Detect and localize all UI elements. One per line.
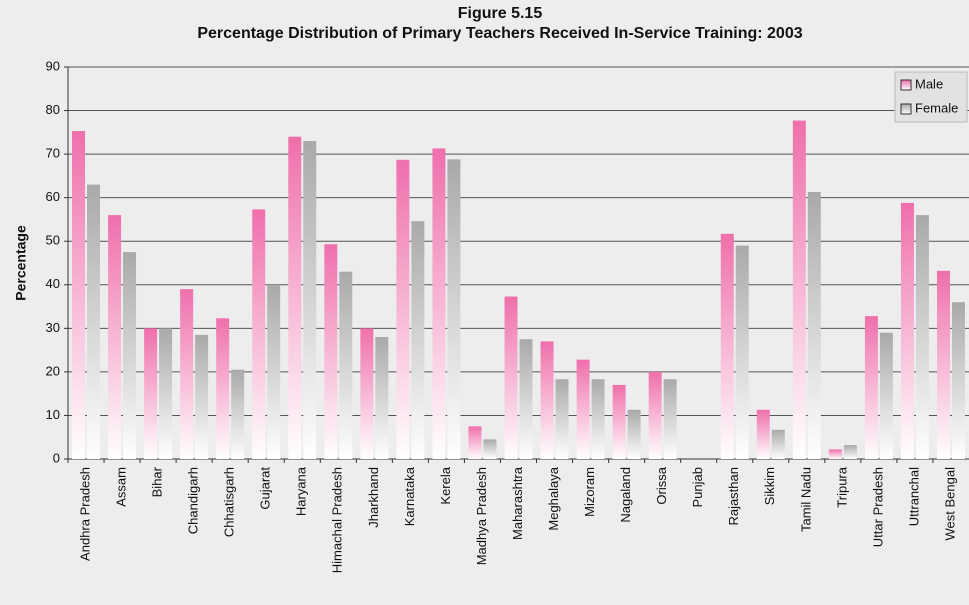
bar bbox=[180, 289, 194, 459]
bar bbox=[735, 245, 749, 459]
x-tick-label: Uttar Pradesh bbox=[870, 467, 885, 547]
bar bbox=[627, 409, 641, 459]
x-tick-label: Tamil Nadu bbox=[798, 467, 813, 532]
bar bbox=[591, 379, 605, 459]
bar bbox=[828, 449, 842, 459]
bar bbox=[231, 369, 245, 459]
bar bbox=[612, 384, 626, 459]
y-tick-label: 70 bbox=[46, 146, 60, 161]
bar bbox=[72, 131, 86, 459]
x-tick-label: Meghalaya bbox=[546, 466, 561, 530]
bar bbox=[648, 371, 662, 459]
x-tick-label: Orissa bbox=[654, 466, 669, 504]
bar bbox=[915, 215, 929, 459]
x-tick-label: Punjab bbox=[690, 467, 705, 507]
bar bbox=[504, 296, 518, 459]
bar bbox=[447, 159, 461, 460]
y-tick-label: 0 bbox=[53, 450, 60, 465]
bar bbox=[339, 271, 353, 459]
x-tick-label: Karnataka bbox=[402, 466, 417, 526]
bar bbox=[519, 339, 533, 459]
bar bbox=[576, 359, 590, 459]
bar bbox=[864, 316, 878, 459]
bar bbox=[432, 148, 446, 459]
x-tick-label: Mizoram bbox=[582, 467, 597, 517]
x-tick-label: Jharkhand bbox=[366, 467, 381, 528]
bar bbox=[555, 379, 569, 459]
x-tick-label: Rajasthan bbox=[726, 467, 741, 526]
bar bbox=[843, 445, 857, 459]
bar bbox=[324, 244, 338, 459]
x-tick-label: Himachal Pradesh bbox=[330, 467, 345, 573]
bar bbox=[303, 141, 317, 460]
legend-swatch bbox=[900, 103, 912, 115]
bar bbox=[663, 379, 677, 459]
x-tick-label: Assam bbox=[113, 467, 128, 507]
x-tick-label: Haryana bbox=[294, 466, 309, 516]
legend-label: Female bbox=[915, 100, 958, 115]
bar bbox=[879, 332, 893, 459]
bar bbox=[144, 328, 158, 459]
x-tick-label: Maharashtra bbox=[510, 466, 525, 540]
bar bbox=[720, 233, 734, 459]
chart-title: Figure 5.15 bbox=[458, 5, 543, 22]
x-tick-label: Tripura bbox=[834, 466, 849, 507]
bar bbox=[756, 409, 770, 459]
bar bbox=[375, 337, 389, 459]
x-tick-label: Bihar bbox=[150, 466, 165, 497]
y-axis-label: Percentage bbox=[13, 225, 29, 301]
bar bbox=[108, 215, 122, 459]
bar bbox=[252, 209, 266, 459]
legend-label: Male bbox=[915, 76, 943, 91]
bar bbox=[159, 328, 173, 459]
bar bbox=[396, 159, 410, 460]
y-tick-label: 60 bbox=[46, 189, 60, 204]
bar bbox=[87, 184, 100, 459]
y-tick-label: 20 bbox=[46, 363, 60, 378]
bar bbox=[468, 426, 482, 459]
bar bbox=[267, 284, 281, 459]
y-tick-label: 40 bbox=[46, 276, 60, 291]
x-tick-label: Chandigarh bbox=[186, 467, 201, 534]
bar bbox=[771, 429, 785, 459]
x-tick-label: Andhra Pradesh bbox=[77, 467, 92, 561]
bar bbox=[288, 136, 302, 459]
y-tick-label: 10 bbox=[46, 407, 60, 422]
legend-swatch bbox=[900, 79, 912, 91]
bar bbox=[123, 252, 137, 459]
x-tick-label: Sikkim bbox=[762, 467, 777, 505]
bar bbox=[540, 341, 554, 459]
bar bbox=[937, 270, 950, 459]
x-tick-label: West Bengal bbox=[942, 467, 957, 541]
bar bbox=[951, 302, 965, 459]
bar bbox=[411, 221, 425, 459]
x-tick-label: Chhatisgarh bbox=[222, 467, 237, 537]
y-tick-label: 50 bbox=[46, 233, 60, 248]
y-tick-label: 90 bbox=[46, 58, 60, 73]
y-tick-label: 30 bbox=[46, 320, 60, 335]
bar bbox=[483, 439, 497, 459]
bar bbox=[807, 192, 821, 459]
bar bbox=[195, 334, 209, 459]
x-tick-label: Gujarat bbox=[258, 467, 273, 510]
x-tick-label: Uttranchal bbox=[906, 467, 921, 526]
y-tick-label: 80 bbox=[46, 102, 60, 117]
x-tick-label: Nagaland bbox=[618, 467, 633, 523]
bar bbox=[216, 318, 230, 459]
bar bbox=[360, 328, 374, 459]
bar bbox=[900, 202, 914, 460]
x-tick-label: Madhya Pradesh bbox=[474, 467, 489, 565]
bar bbox=[792, 120, 806, 459]
x-tick-label: Kerela bbox=[438, 466, 453, 504]
chart-subtitle: Percentage Distribution of Primary Teach… bbox=[197, 25, 802, 42]
